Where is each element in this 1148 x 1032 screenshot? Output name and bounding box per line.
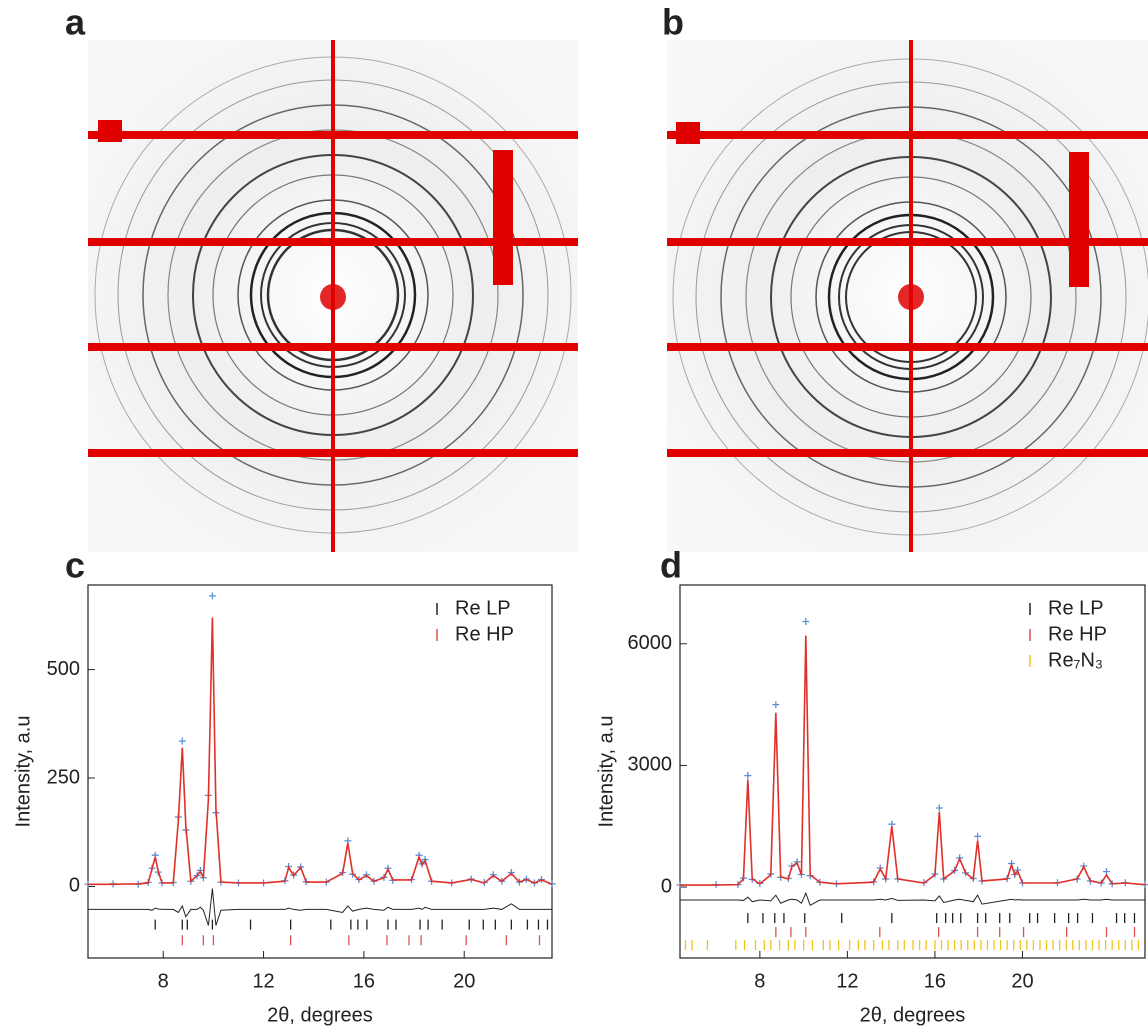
- x-tick-label: 8: [754, 970, 765, 992]
- x-tick-label: 12: [836, 970, 858, 992]
- y-axis-label: Intensity, a.u: [595, 716, 617, 828]
- x-tick-label: 20: [1011, 970, 1033, 992]
- panel-label: d: [660, 545, 682, 586]
- y-tick-label: 0: [661, 875, 672, 897]
- panel-label: c: [65, 545, 85, 586]
- y-tick-label: 0: [69, 875, 80, 897]
- observed-point: [208, 592, 216, 600]
- observed-point: [802, 617, 810, 625]
- legend-label: Re LP: [1048, 597, 1104, 619]
- difference-curve: [680, 891, 1145, 907]
- panel-label: b: [662, 2, 684, 43]
- observed-point: [974, 832, 982, 840]
- x-tick-label: 8: [158, 970, 169, 992]
- observed-point: [935, 804, 943, 812]
- difference-curve: [88, 888, 552, 926]
- observed-point: [744, 772, 752, 780]
- x-tick-label: 16: [924, 970, 946, 992]
- x-tick-label: 12: [252, 970, 274, 992]
- legend-label: Re HP: [455, 623, 514, 645]
- plot-frame: [679, 584, 1146, 959]
- calculated-profile: [88, 617, 553, 886]
- x-tick-label: 16: [353, 970, 375, 992]
- legend-label: Re LP: [455, 597, 511, 619]
- plot-frame: [87, 584, 553, 959]
- diffraction-image-b: [667, 40, 1148, 552]
- x-axis-label: 2θ, degrees: [267, 1004, 373, 1026]
- y-axis-label: Intensity, a.u: [12, 716, 34, 828]
- panel-label: a: [65, 2, 86, 43]
- observed-point: [178, 737, 186, 745]
- y-tick-label: 500: [47, 658, 80, 680]
- legend-label: Re HP: [1048, 623, 1107, 645]
- y-tick-label: 6000: [628, 632, 673, 654]
- observed-point: [772, 701, 780, 709]
- x-axis-label: 2θ, degrees: [860, 1004, 966, 1026]
- y-tick-label: 3000: [628, 754, 673, 776]
- calculated-profile: [680, 635, 1146, 886]
- legend-label: Re₇N₃: [1048, 649, 1103, 671]
- diffraction-image-a: [88, 40, 578, 552]
- x-tick-label: 20: [453, 970, 475, 992]
- y-tick-label: 250: [47, 766, 80, 788]
